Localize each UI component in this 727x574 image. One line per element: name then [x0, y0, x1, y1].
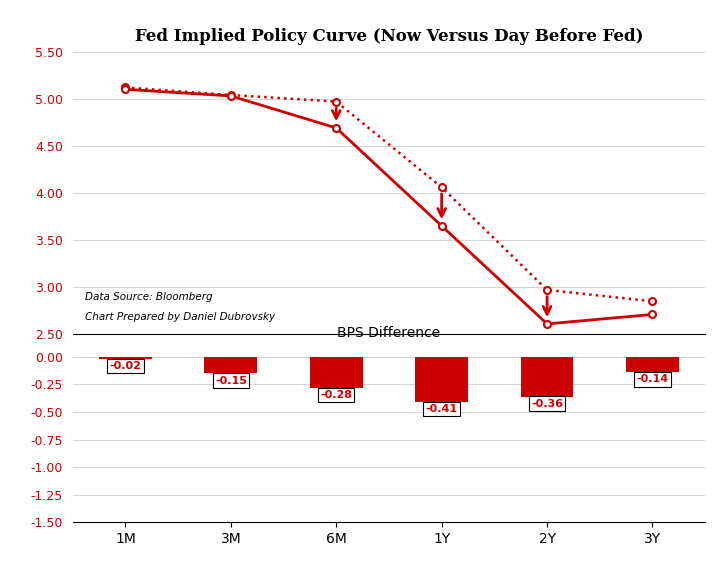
- Bar: [99, 357, 152, 359]
- Text: Data Source: Bloomberg: Data Source: Bloomberg: [85, 292, 213, 302]
- Bar: [626, 357, 679, 372]
- Text: -0.36: -0.36: [531, 399, 563, 409]
- Text: Chart Prepared by Daniel Dubrovsky: Chart Prepared by Daniel Dubrovsky: [85, 312, 276, 322]
- Legend: 5/2/2023, 5/3/2023: 5/2/2023, 5/3/2023: [270, 364, 507, 390]
- Text: -0.14: -0.14: [636, 374, 669, 385]
- Title: BPS Difference: BPS Difference: [337, 327, 441, 340]
- Bar: [521, 357, 574, 397]
- Bar: [415, 357, 468, 402]
- Text: -0.28: -0.28: [320, 390, 353, 400]
- Text: -0.02: -0.02: [110, 361, 141, 371]
- Title: Fed Implied Policy Curve (Now Versus Day Before Fed): Fed Implied Policy Curve (Now Versus Day…: [134, 28, 643, 45]
- Bar: [204, 357, 257, 373]
- Bar: [310, 357, 363, 387]
- Text: -0.41: -0.41: [425, 404, 458, 414]
- Text: -0.15: -0.15: [215, 375, 246, 386]
